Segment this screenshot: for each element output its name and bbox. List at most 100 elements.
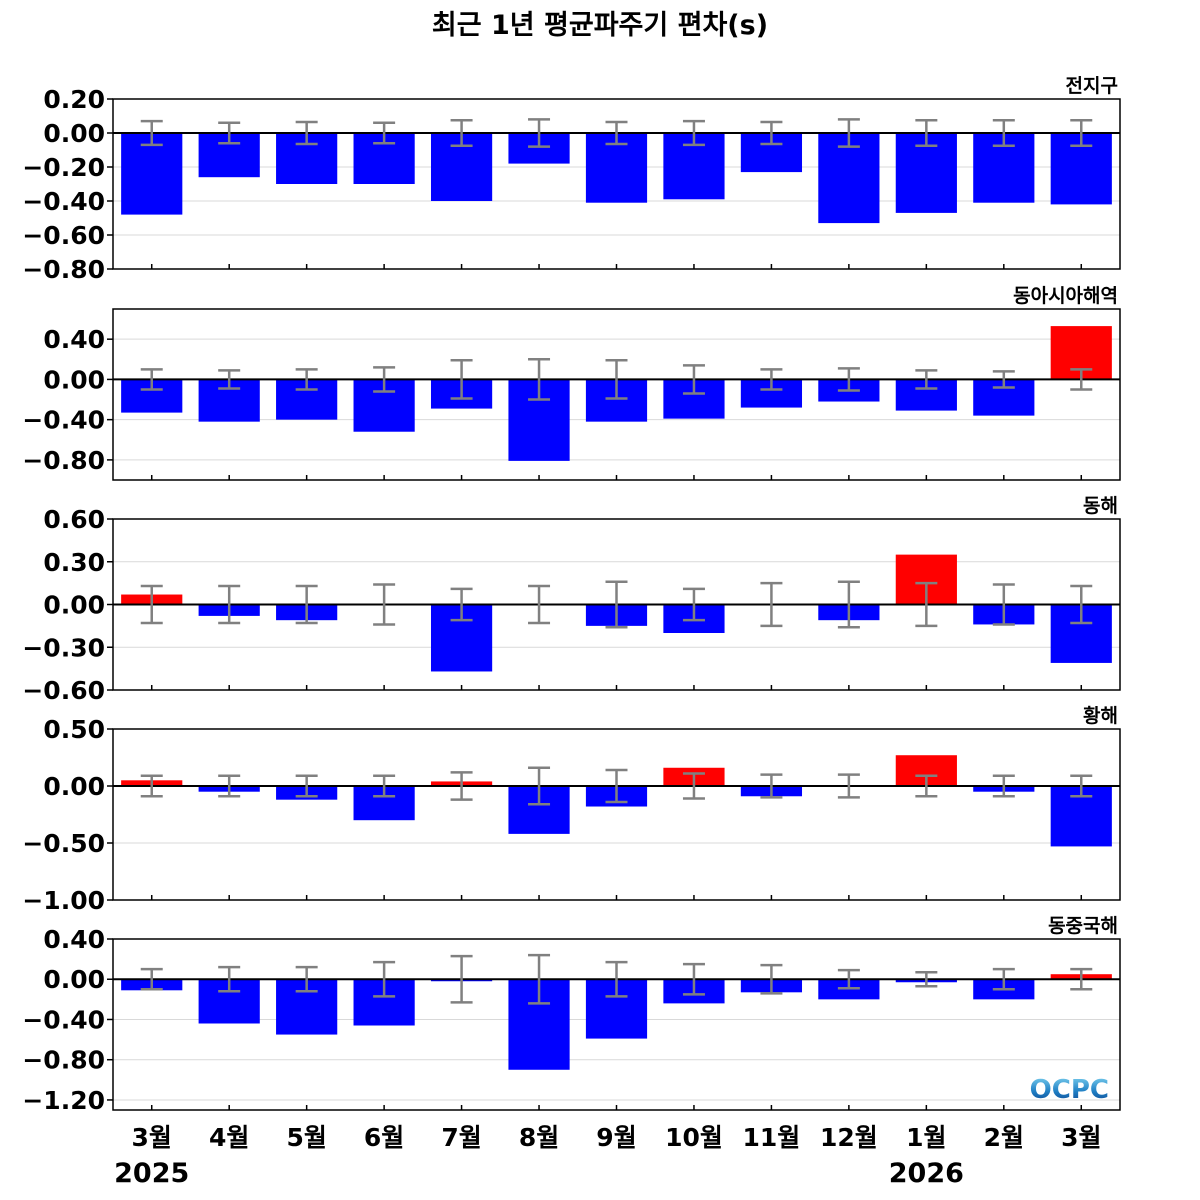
x-tick-label: 1월 [906, 1123, 946, 1152]
y-tick-label: 0.50 [43, 715, 105, 744]
error-bar-13 [1070, 119, 1093, 147]
error-bar-6 [528, 584, 551, 625]
error-bar-2 [218, 121, 241, 145]
y-tick-label: −0.40 [22, 187, 105, 216]
error-bar-7 [605, 120, 628, 146]
error-bar-13 [1070, 584, 1093, 625]
error-bar-3 [295, 368, 318, 391]
error-bar-8 [682, 364, 705, 395]
x-tick-label: 8월 [519, 1123, 559, 1152]
y-tick-label: 0.60 [43, 505, 105, 534]
error-bar-10 [837, 367, 860, 392]
panel-title: 동해 [1083, 495, 1118, 517]
y-tick-label: −1.00 [22, 886, 105, 915]
y-tick-label: −0.30 [22, 633, 105, 662]
x-tick-label: 9월 [596, 1123, 636, 1152]
panel-title: 동아시아해역 [1013, 285, 1118, 307]
x-tick-label: 10월 [665, 1123, 723, 1152]
error-bar-10 [837, 968, 860, 990]
error-bar-4 [373, 121, 396, 145]
error-bar-9 [760, 368, 783, 391]
chart-title: 최근 1년 평균파주기 편차(s) [432, 10, 768, 41]
y-tick-label: 0.30 [43, 548, 105, 577]
panel-1: 0.20 0.00 −0.20 −0.40 −0.60 −0.80 전지구 [22, 75, 1121, 284]
error-bar-8 [682, 119, 705, 147]
panel-5: 0.40 0.00 −0.40 −0.80 −1.20 동중국해 [22, 915, 1121, 1115]
error-bar-9 [760, 773, 783, 799]
error-bar-9 [760, 120, 783, 146]
error-bar-1 [140, 774, 163, 798]
y-tick-label: 0.20 [43, 85, 105, 114]
panel-title: 황해 [1083, 704, 1118, 727]
error-bar-12 [992, 774, 1015, 798]
error-bar-12 [992, 583, 1015, 626]
error-bar-6 [528, 953, 551, 1005]
error-bar-13 [1070, 368, 1093, 391]
error-bar-13 [1070, 774, 1093, 798]
x-tick-label: 6월 [364, 1123, 404, 1152]
error-bar-6 [528, 358, 551, 401]
panel-3: 0.60 0.30 0.00 −0.30 −0.60 동해 [22, 495, 1121, 705]
y-tick-label: 0.00 [43, 772, 105, 801]
error-bar-12 [992, 119, 1015, 147]
error-bar-5 [450, 119, 473, 147]
error-bar-11 [915, 119, 938, 147]
error-bar-5 [450, 359, 473, 400]
chart-panels: 0.20 0.00 −0.20 −0.40 −0.60 −0.80 전지구 0.40 0.00 −… [22, 75, 1121, 1115]
error-bar-3 [295, 965, 318, 993]
error-bar-4 [373, 366, 396, 393]
panel-4: 0.50 0.00 −0.50 −1.00 황해 [22, 704, 1121, 915]
error-bar-7 [605, 580, 628, 629]
y-tick-label: −0.60 [22, 676, 105, 705]
error-bar-6 [528, 766, 551, 806]
y-tick-label: 0.40 [43, 925, 105, 954]
error-bar-5 [450, 587, 473, 622]
error-bar-2 [218, 774, 241, 798]
error-bar-8 [682, 587, 705, 622]
error-bar-4 [373, 583, 396, 626]
error-bar-3 [295, 584, 318, 625]
error-bar-1 [140, 119, 163, 147]
error-bar-5 [450, 954, 473, 1004]
error-bar-2 [218, 584, 241, 625]
error-bar-8 [682, 772, 705, 800]
y-tick-label: −0.80 [22, 255, 105, 284]
error-bar-1 [140, 967, 163, 991]
y-tick-label: −0.20 [22, 153, 105, 182]
x-tick-label: 7월 [441, 1123, 481, 1152]
error-bar-1 [140, 584, 163, 625]
error-bar-10 [837, 580, 860, 629]
error-bar-11 [915, 581, 938, 628]
x-tick-label: 3월 [1061, 1123, 1101, 1152]
y-tick-label: 0.00 [43, 965, 105, 994]
error-bar-7 [605, 768, 628, 804]
error-bar-7 [605, 359, 628, 400]
error-bar-10 [837, 773, 860, 799]
y-tick-label: −0.40 [22, 406, 105, 435]
panel-title: 동중국해 [1048, 915, 1118, 937]
error-bar-12 [992, 370, 1015, 389]
error-bar-4 [373, 960, 396, 998]
y-tick-label: 0.00 [43, 365, 105, 394]
error-bar-7 [605, 960, 628, 998]
error-bar-3 [295, 120, 318, 146]
error-bar-8 [682, 962, 705, 996]
error-bar-9 [760, 581, 783, 628]
year-label: 2026 [889, 1158, 964, 1189]
x-tick-label: 3월 [132, 1123, 172, 1152]
x-axis-labels: 3월 4월 5월 6월 7월 8월 9월 10월 11월 12월 1월 2월 3월 2025 2026 [114, 1123, 1101, 1189]
panel-frame [112, 728, 1121, 901]
panel-2: 0.40 0.00 −0.40 −0.80 동아시아해역 [22, 285, 1121, 481]
error-bar-6 [528, 118, 551, 148]
error-bar-4 [373, 774, 396, 798]
bar-1 [121, 133, 183, 215]
x-tick-label: 5월 [286, 1123, 326, 1152]
error-bar-11 [915, 970, 938, 988]
y-tick-label: −0.80 [22, 446, 105, 475]
y-tick-label: 0.00 [43, 591, 105, 620]
error-bar-13 [1070, 967, 1093, 991]
bar-10 [818, 133, 880, 224]
error-bar-1 [140, 368, 163, 391]
y-tick-label: −0.60 [22, 221, 105, 250]
